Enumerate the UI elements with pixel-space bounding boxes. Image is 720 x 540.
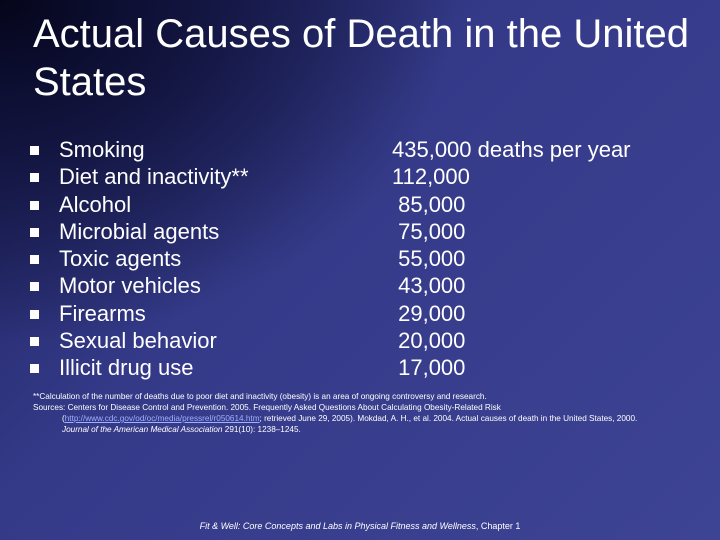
cause-label: Smoking bbox=[59, 137, 145, 162]
footer-book-title: Fit & Well: Core Concepts and Labs in Ph… bbox=[199, 521, 476, 531]
cause-label: Illicit drug use bbox=[59, 355, 194, 381]
square-bullet-icon bbox=[30, 200, 39, 210]
sources-note: Sources: Centers for Disease Control and… bbox=[33, 402, 703, 413]
sources-lead: Sources: Centers for Disease Control and… bbox=[33, 403, 501, 412]
asterisk-note: **Calculation of the number of deaths du… bbox=[33, 392, 487, 401]
square-bullet-icon bbox=[30, 146, 39, 155]
cause-label: Toxic agents bbox=[59, 246, 182, 272]
deaths-value: 112,000 bbox=[392, 164, 470, 190]
deaths-value: 29,000 bbox=[392, 300, 466, 326]
slide-footer: Fit & Well: Core Concepts and Labs in Ph… bbox=[0, 520, 720, 532]
deaths-value: 55,000 bbox=[392, 246, 466, 272]
square-bullet-icon bbox=[30, 227, 39, 237]
deaths-value: 17,000 bbox=[392, 355, 466, 381]
journal-citation: Journal of the American Medical Associat… bbox=[33, 424, 703, 435]
square-bullet-icon bbox=[30, 337, 39, 347]
sources-open-paren: ( bbox=[62, 414, 65, 423]
journal-details: 291(10): 1238–1245. bbox=[222, 425, 301, 434]
deaths-value: 85,000 bbox=[392, 191, 466, 217]
cause-label: Diet and inactivity** bbox=[59, 164, 249, 190]
square-bullet-icon bbox=[30, 364, 39, 374]
square-bullet-icon bbox=[30, 255, 39, 265]
cause-label: Alcohol bbox=[59, 191, 132, 217]
cause-label: Firearms bbox=[59, 300, 146, 326]
deaths-value: 20,000 bbox=[392, 328, 466, 354]
deaths-value: 75,000 bbox=[392, 218, 466, 244]
square-bullet-icon bbox=[30, 309, 39, 319]
sources-continuation: (http://www.cdc.gov/od/oc/media/pressrel… bbox=[33, 413, 703, 424]
slide-title: Actual Causes of Death in the United Sta… bbox=[33, 12, 689, 104]
footnotes: **Calculation of the number of deaths du… bbox=[33, 391, 703, 435]
cdc-link[interactable]: http://www.cdc.gov/od/oc/media/pressrel/… bbox=[64, 414, 260, 423]
footer-chapter: , Chapter 1 bbox=[475, 521, 521, 531]
deaths-value: 43,000 bbox=[392, 273, 466, 299]
cause-label: Motor vehicles bbox=[59, 273, 201, 299]
cause-label: Microbial agents bbox=[59, 218, 220, 244]
square-bullet-icon bbox=[30, 282, 39, 292]
square-bullet-icon bbox=[30, 173, 39, 183]
sources-rest: ; retrieved June 29, 2005). Mokdad, A. H… bbox=[259, 414, 638, 423]
deaths-value: 435,000 deaths per year bbox=[392, 137, 631, 162]
cause-label: Sexual behavior bbox=[59, 328, 217, 354]
journal-title: Journal of the American Medical Associat… bbox=[62, 425, 223, 434]
